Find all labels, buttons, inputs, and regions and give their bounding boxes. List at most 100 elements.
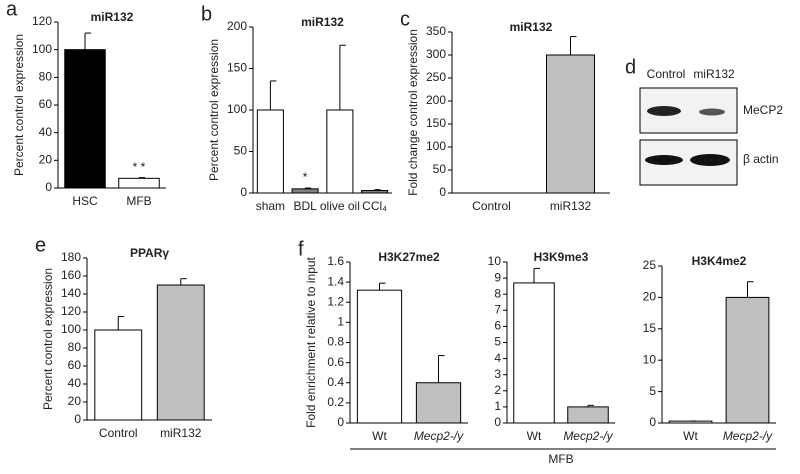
y-tick-label: 100	[227, 102, 247, 116]
x-tick-label: Wt	[372, 429, 387, 443]
chart-title: miR132	[91, 10, 134, 24]
y-tick-label: 40	[68, 376, 82, 390]
band-label: MeCP2	[743, 103, 783, 117]
band-label: β actin	[743, 152, 779, 166]
bar	[291, 188, 319, 194]
panel-letter: c	[400, 8, 410, 30]
y-tick-label: 140	[61, 286, 81, 300]
bar	[725, 296, 770, 424]
y-tick-label: 80	[39, 70, 53, 84]
annotation: *	[303, 170, 308, 184]
y-axis-label: Fold change control expression	[406, 29, 420, 196]
bar	[118, 177, 160, 189]
y-tick-label: 6	[494, 319, 501, 333]
lane-label: Control	[647, 67, 686, 81]
x-tick-label: HSC	[72, 194, 98, 208]
bar	[361, 190, 389, 194]
y-tick-label: 50	[234, 144, 248, 158]
band	[645, 155, 683, 165]
y-tick-label: 0.8	[327, 335, 344, 349]
y-tick-label: 3	[494, 367, 501, 381]
y-tick-label: 0.2	[327, 395, 344, 409]
y-tick-label: 5	[649, 384, 656, 398]
x-tick-label: sham	[256, 199, 285, 213]
y-tick-label: 8	[494, 286, 501, 300]
y-axis-label: Percent control expression	[41, 268, 55, 410]
x-tick-label: miR132	[160, 426, 202, 440]
bar	[513, 282, 555, 424]
bar	[156, 284, 205, 421]
y-tick-label: 150	[227, 61, 247, 75]
y-tick-label: 5	[494, 335, 501, 349]
y-tick-label: 2	[494, 383, 501, 397]
y-tick-label: 20	[39, 153, 53, 167]
x-tick-label: Wt	[683, 429, 698, 443]
y-tick-label: 60	[39, 97, 53, 111]
y-tick-label: 350	[426, 24, 446, 38]
bar	[256, 109, 284, 194]
y-tick-label: 15	[643, 321, 657, 335]
y-tick-label: 0	[494, 415, 501, 429]
x-tick-label: Control	[99, 426, 138, 440]
y-tick-label: 200	[227, 19, 247, 33]
panel-letter: e	[35, 234, 46, 256]
x-tick-label: Mecp2-/y	[723, 429, 773, 443]
bar	[415, 382, 462, 424]
y-tick-label: 1	[337, 315, 344, 329]
x-axis-label: MFB	[548, 452, 573, 466]
panel-letter: a	[6, 0, 18, 20]
x-tick-label: Mecp2-/y	[414, 429, 464, 443]
y-tick-label: 0.4	[327, 375, 344, 389]
y-tick-label: 150	[426, 116, 446, 130]
y-tick-label: 1	[494, 399, 501, 413]
annotation: * *	[133, 160, 146, 174]
y-tick-label: 0	[240, 185, 247, 199]
chart-title: PPARγ	[130, 246, 169, 260]
y-tick-label: 0	[337, 415, 344, 429]
x-tick-label: olive oil	[320, 199, 360, 213]
y-tick-label: 160	[61, 268, 81, 282]
western-blot: d Control miR132 MeCP2 β actin	[625, 56, 783, 186]
y-axis-label: Fold enrichment relative to input	[304, 256, 318, 427]
band	[690, 154, 730, 166]
y-tick-label: 100	[61, 322, 81, 336]
x-tick-label: Wt	[527, 429, 542, 443]
band	[699, 108, 725, 116]
bar	[64, 49, 106, 189]
y-tick-label: 20	[643, 290, 657, 304]
bar	[567, 406, 609, 424]
y-tick-label: 250	[426, 70, 446, 84]
y-tick-label: 300	[426, 47, 446, 61]
x-tick-label: Mecp2-/y	[563, 429, 613, 443]
chart-title: miR132	[510, 20, 553, 34]
bar	[546, 54, 595, 194]
y-tick-label: 120	[32, 14, 52, 28]
panel-letter: f	[298, 238, 304, 260]
y-tick-label: 50	[433, 162, 447, 176]
x-tick-label: CCl₄	[362, 199, 387, 213]
y-tick-label: 200	[426, 93, 446, 107]
chart-title: H3K9me3	[534, 250, 589, 264]
y-tick-label: 40	[39, 125, 53, 139]
y-tick-label: 4	[494, 351, 501, 365]
y-tick-label: 10	[643, 352, 657, 366]
band	[647, 106, 681, 116]
y-tick-label: 80	[68, 340, 82, 354]
bar	[356, 289, 403, 424]
x-tick-label: BDL	[293, 199, 317, 213]
bar	[326, 109, 354, 194]
y-axis-label: Percent control expression	[12, 34, 26, 176]
y-tick-label: 0.6	[327, 355, 344, 369]
lane-label: miR132	[693, 67, 735, 81]
y-tick-label: 9	[494, 270, 501, 284]
y-tick-label: 100	[32, 42, 52, 56]
x-tick-label: Control	[472, 199, 511, 213]
y-tick-label: 0	[439, 185, 446, 199]
y-tick-label: 1.6	[327, 254, 344, 268]
y-tick-label: 1.2	[327, 294, 344, 308]
y-tick-label: 0	[45, 180, 52, 194]
chart-title: H3K27me2	[378, 250, 440, 264]
y-tick-label: 1.4	[327, 274, 344, 288]
bar	[94, 329, 143, 421]
